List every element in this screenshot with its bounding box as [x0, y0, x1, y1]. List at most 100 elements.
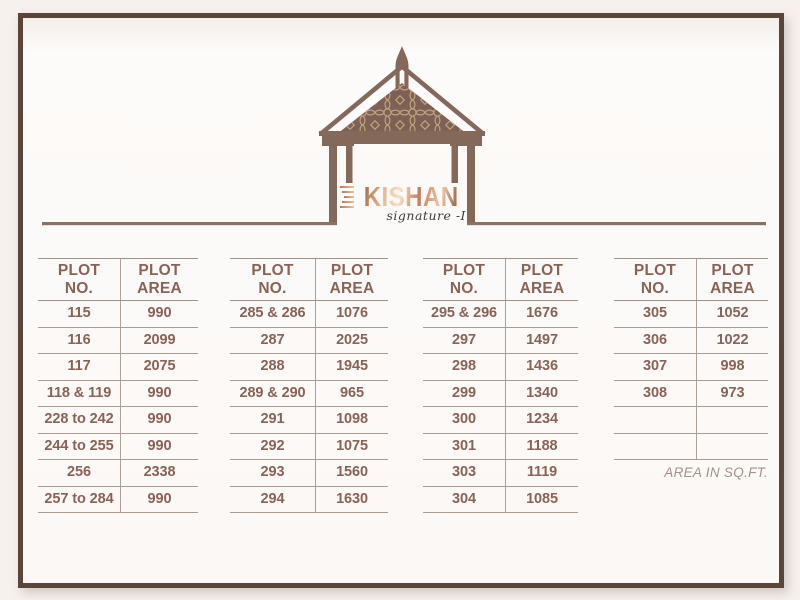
plot-no-cell: 297 [452, 331, 476, 348]
table-row: 295 & 296 1676 [423, 301, 578, 328]
plot-no-cell: 300 [452, 411, 476, 428]
plot-no-cell [614, 407, 696, 433]
plot-area-cell: 1234 [505, 407, 578, 433]
plot-no-cell: 291 [260, 411, 285, 428]
plot-area-cell: 973 [696, 380, 768, 406]
plot-area-cell: 990 [120, 486, 198, 512]
plot-no-cell: 304 [452, 490, 476, 507]
plot-area-cell [696, 407, 768, 433]
plot-area-cell: 1340 [505, 380, 578, 406]
plot-area-cell: 1075 [315, 433, 388, 459]
table-row: 289 & 290 965 [230, 380, 388, 407]
table-row: 288 1945 [230, 354, 388, 381]
plot-area-cell: 1085 [505, 486, 578, 512]
plot-area-cell: 1630 [315, 486, 388, 512]
plot-table-3: PLOT NO. PLOT AREA 295 & 296 1676 297 1497 298 14… [423, 258, 578, 513]
plot-area-cell: 2338 [120, 460, 198, 486]
table-header-row: PLOT NO. PLOT AREA [230, 259, 388, 301]
table-row: 118 & 119 990 [38, 380, 198, 407]
plot-area-cell: 1497 [505, 327, 578, 353]
table-row: 244 to 255 990 [38, 433, 198, 460]
header-plot-area: PLOT AREA [505, 259, 578, 300]
plot-area-cell: 1945 [315, 354, 388, 380]
table-row: 256 2338 [38, 460, 198, 487]
plot-table-4: PLOT NO. PLOT AREA 305 1052 306 1022 307 998 308 97… [614, 258, 768, 460]
table-row: 115 990 [38, 301, 198, 328]
brand-logo: KISHAN signature -I [330, 181, 476, 226]
plot-area-cell: 1022 [696, 327, 768, 353]
table-row: 299 1340 [423, 380, 578, 407]
plot-no-cell: 301 [452, 437, 476, 454]
plot-no-cell: 298 [452, 358, 476, 375]
plot-area-cell: 990 [120, 407, 198, 433]
plot-no-cell: 293 [260, 464, 285, 481]
plot-no-cell: 307 [643, 358, 667, 375]
table-row: 257 to 284 990 [38, 486, 198, 513]
table-row: 303 1119 [423, 460, 578, 487]
plot-no-cell: 257 to 284 [44, 490, 114, 507]
plot-no-cell: 306 [643, 331, 667, 348]
header-plot-no: PLOT NO. [57, 261, 101, 297]
plot-area-cell: 990 [120, 433, 198, 459]
plot-no-cell: 294 [260, 490, 285, 507]
plot-no-cell: 117 [67, 358, 91, 375]
plot-no-cell: 285 & 286 [239, 305, 306, 322]
table-row: 307 998 [614, 354, 768, 381]
plot-area-cell: 998 [696, 354, 768, 380]
plot-area-cell: 1676 [505, 301, 578, 327]
plot-area-cell: 965 [315, 380, 388, 406]
table-row: 297 1497 [423, 327, 578, 354]
plot-no-cell: 303 [452, 464, 476, 481]
table-row: 228 to 242 990 [38, 407, 198, 434]
table-row: 301 1188 [423, 433, 578, 460]
plot-area-cell [696, 433, 768, 459]
table-header-row: PLOT NO. PLOT AREA [423, 259, 578, 301]
table-header-row: PLOT NO. PLOT AREA [614, 259, 768, 301]
plot-no-cell: 289 & 290 [239, 384, 306, 401]
plot-area-cell: 1119 [505, 460, 578, 486]
plot-area-cell: 990 [120, 380, 198, 406]
table-row: 291 1098 [230, 407, 388, 434]
plot-no-cell: 118 & 119 [46, 384, 112, 401]
plot-area-cell: 1188 [505, 433, 578, 459]
plot-no-cell [614, 434, 696, 460]
table-row: 117 2075 [38, 354, 198, 381]
plot-no-cell: 299 [452, 384, 476, 401]
header-plot-no: PLOT NO. [251, 261, 294, 297]
plot-area-cell: 990 [120, 301, 198, 327]
table-row: 293 1560 [230, 460, 388, 487]
plot-table-1: PLOT NO. PLOT AREA 115 990 116 2099 117 2075 118 &… [38, 258, 198, 513]
plot-no-cell: 116 [67, 331, 91, 348]
plot-no-cell: 288 [260, 358, 285, 375]
table-row: 298 1436 [423, 354, 578, 381]
table-row: 300 1234 [423, 407, 578, 434]
table-row [614, 433, 768, 460]
table-row: 304 1085 [423, 486, 578, 513]
plot-no-cell: 308 [643, 384, 667, 401]
header-plot-no: PLOT NO. [633, 261, 677, 297]
plot-no-cell: 256 [67, 464, 91, 481]
table-row: 308 973 [614, 380, 768, 407]
plot-no-cell: 305 [643, 305, 667, 322]
plot-no-cell: 287 [260, 331, 285, 348]
brand-tagline: signature -I [386, 208, 466, 223]
plot-no-cell: 295 & 296 [430, 305, 497, 322]
table-row: 294 1630 [230, 486, 388, 513]
plot-no-cell: 228 to 242 [44, 411, 114, 428]
plot-area-cell: 1436 [505, 354, 578, 380]
table-row: 287 2025 [230, 327, 388, 354]
table-header-row: PLOT NO. PLOT AREA [38, 259, 198, 301]
plot-no-cell: 292 [260, 437, 285, 454]
plot-area-cell: 2025 [315, 327, 388, 353]
brand-name: KISHAN [363, 181, 459, 212]
plot-table-2: PLOT NO. PLOT AREA 285 & 286 1076 287 2025 288 19… [230, 258, 388, 513]
plot-no-cell: 244 to 255 [44, 437, 114, 454]
area-unit-note: AREA IN SQ.FT. [664, 465, 768, 480]
plot-area-cell: 1052 [696, 301, 768, 327]
logo-speedlines-icon [339, 185, 354, 209]
table-row: 116 2099 [38, 327, 198, 354]
header-plot-area: PLOT AREA [120, 259, 198, 300]
table-row: 285 & 286 1076 [230, 301, 388, 328]
plot-area-cell: 1098 [315, 407, 388, 433]
plot-no-cell: 115 [67, 305, 91, 322]
